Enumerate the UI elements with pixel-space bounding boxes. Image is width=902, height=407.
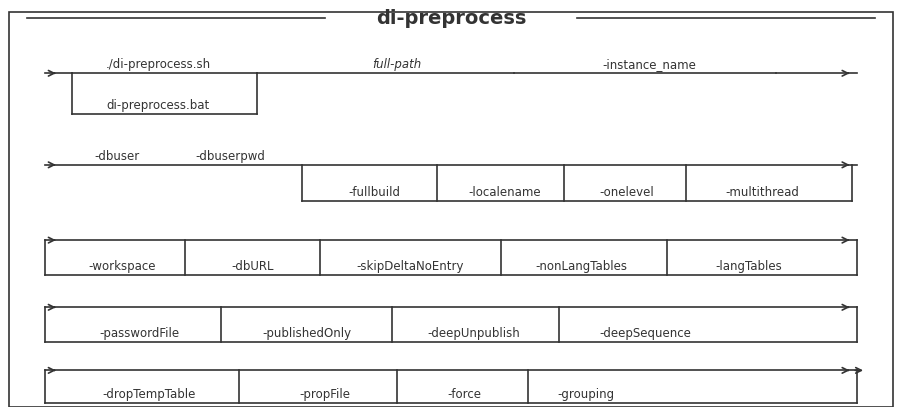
Text: -localename: -localename bbox=[469, 186, 541, 199]
Text: di-preprocess.bat: di-preprocess.bat bbox=[106, 99, 209, 112]
Text: -force: -force bbox=[447, 388, 482, 401]
Text: -deepSequence: -deepSequence bbox=[599, 327, 691, 340]
Text: -workspace: -workspace bbox=[88, 260, 155, 273]
Text: -skipDeltaNoEntry: -skipDeltaNoEntry bbox=[356, 260, 465, 273]
Text: -dbuser: -dbuser bbox=[95, 150, 140, 163]
Text: -dropTempTable: -dropTempTable bbox=[102, 388, 196, 401]
Text: -multithread: -multithread bbox=[725, 186, 799, 199]
Text: ./di-preprocess.sh: ./di-preprocess.sh bbox=[106, 58, 210, 71]
Text: di-preprocess: di-preprocess bbox=[376, 9, 526, 28]
Text: -propFile: -propFile bbox=[299, 388, 350, 401]
Text: -deepUnpublish: -deepUnpublish bbox=[428, 327, 520, 340]
Text: -langTables: -langTables bbox=[715, 260, 782, 273]
Text: -passwordFile: -passwordFile bbox=[100, 327, 179, 340]
Text: -instance_name: -instance_name bbox=[603, 58, 696, 71]
Text: -onelevel: -onelevel bbox=[600, 186, 654, 199]
Text: -fullbuild: -fullbuild bbox=[348, 186, 400, 199]
Text: -grouping: -grouping bbox=[557, 388, 615, 401]
Text: full-path: full-path bbox=[373, 58, 421, 71]
Text: -dbURL: -dbURL bbox=[231, 260, 274, 273]
Text: -publishedOnly: -publishedOnly bbox=[262, 327, 351, 340]
Text: -dbuserpwd: -dbuserpwd bbox=[195, 150, 265, 163]
Text: -nonLangTables: -nonLangTables bbox=[536, 260, 628, 273]
